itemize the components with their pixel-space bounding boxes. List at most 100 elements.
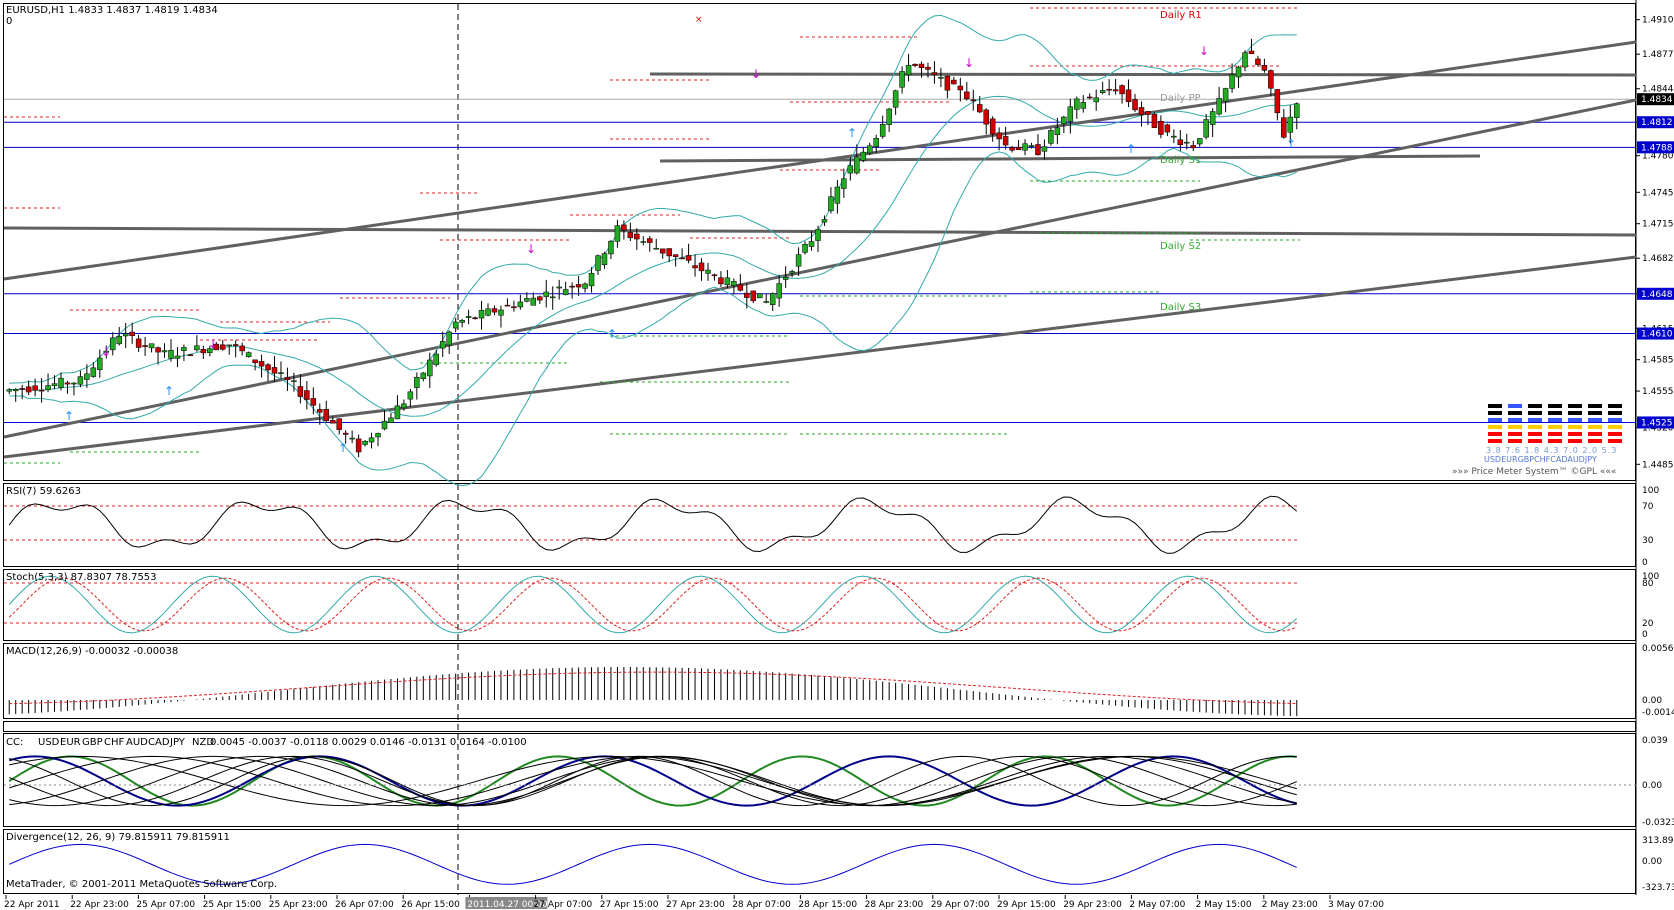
candle-body [834, 186, 841, 204]
candle-body [161, 350, 168, 353]
rsi-pane-frame[interactable] [3, 483, 1636, 567]
candle-body [879, 124, 886, 137]
candle-body [556, 286, 562, 289]
candle-body [38, 389, 45, 392]
candle-body [815, 229, 821, 241]
price-label-bg [1637, 93, 1674, 106]
pane-tick-label: 0.00565 [1642, 644, 1674, 654]
price-meter-bar [1488, 404, 1502, 408]
candle-body [213, 343, 220, 351]
stoch-pane-frame[interactable] [3, 569, 1636, 641]
candle-body [1119, 85, 1125, 95]
candle-body [258, 361, 265, 367]
candle-body [504, 304, 511, 307]
fractal-arrows: ↑ ↑ ↑ ↑ ↑ ↑ ↑ ↓ ↓ ↓ ↓ ↓ ↓ × [64, 15, 1296, 455]
price-meter-bar [1588, 411, 1602, 415]
middle-band [9, 95, 1297, 417]
price-meter-bar [1508, 432, 1522, 436]
fractal-up-arrow: ↑ [847, 126, 857, 140]
pane-frames [3, 0, 1637, 895]
price-meter-bar [1508, 425, 1522, 429]
candle-body [731, 281, 737, 286]
candle-body [1216, 98, 1222, 115]
price-meter-bar [1488, 418, 1502, 422]
candle-body [976, 104, 983, 113]
pane-tick-label: -0.00143 [1642, 708, 1674, 718]
candle-body [1190, 145, 1196, 149]
candle-body [465, 316, 472, 318]
candle-body [187, 354, 194, 357]
candle-body [659, 248, 666, 254]
candle-body [847, 165, 854, 174]
time-tick-label: 27 Apr 15:00 [600, 900, 659, 910]
pivot-label: Daily R1 [1160, 10, 1202, 21]
candle-body [1002, 136, 1009, 146]
candle-body [951, 79, 957, 85]
candle-body [381, 420, 388, 430]
pane-tick-label: -323.735 [1642, 883, 1674, 893]
candle-body [517, 301, 524, 308]
time-tick-label: 29 Apr 23:00 [1063, 900, 1122, 910]
price-meter-bar [1568, 404, 1582, 408]
price-meter-bar [1508, 411, 1522, 415]
candle-body [1061, 116, 1067, 125]
candle-body [841, 178, 847, 189]
candle-body [672, 254, 679, 257]
candle-body [705, 269, 711, 274]
time-tick-label: 28 Apr 07:00 [732, 900, 791, 910]
price-label-bg [1637, 287, 1674, 300]
candle-body [679, 257, 685, 260]
time-tick-label: 29 Apr 07:00 [931, 900, 990, 910]
candle-body [685, 255, 692, 261]
candle-body [375, 433, 381, 438]
candle-body [420, 372, 427, 380]
axes-labels: 1.4910 1.4877 1.4844 1.4812 1.4780 1.4745 1.47… [4, 10, 1674, 910]
candle-body [459, 320, 465, 323]
candle-body [957, 85, 964, 91]
cc-currency-label: CAD [148, 737, 170, 748]
candle-body [271, 367, 278, 374]
candle-body [1015, 147, 1022, 150]
time-tick-label: 25 Apr 15:00 [203, 900, 262, 910]
candle-body [860, 151, 867, 161]
pivot-label: Daily S3 [1160, 302, 1201, 313]
candle-body [1177, 139, 1184, 145]
macd-pane-frame[interactable] [3, 643, 1636, 719]
candle-body [750, 290, 757, 302]
indicator-lines [4, 495, 1636, 885]
candle-body [239, 345, 245, 352]
time-tick-label: 26 Apr 07:00 [335, 900, 394, 910]
time-tick-label: 2 May 07:00 [1129, 900, 1185, 910]
candle-body [530, 297, 537, 306]
candle-body [724, 277, 731, 286]
candle-body [491, 308, 498, 313]
pane-tick-label: 0.00 [1642, 696, 1662, 706]
trend-line [659, 154, 1481, 163]
stoch-signal-line [8, 577, 1297, 632]
trend-line [649, 72, 1637, 77]
candle-body [964, 91, 970, 100]
price-meter-bar [1608, 432, 1622, 436]
pane-tick-label: 100 [1642, 572, 1659, 582]
y-tick-label: 1.4844 [1642, 85, 1674, 95]
candle-body [970, 99, 977, 102]
candle-body [168, 350, 174, 359]
time-tick-label: 22 Apr 2011 [4, 900, 60, 910]
y-tick-label: 1.4715 [1642, 220, 1674, 230]
price-meter-bar [1548, 411, 1562, 415]
macd-title: MACD(12,26,9) -0.00032 -0.00038 [6, 646, 178, 657]
price-meter-bar [1588, 425, 1602, 429]
candle-body [595, 255, 601, 271]
y-tick-label: 1.4485 [1642, 460, 1674, 470]
candle-body [349, 437, 355, 440]
price-meter-bar [1488, 411, 1502, 415]
price-label: 1.4812 [1641, 118, 1673, 128]
pane-tick-label: 70 [1642, 502, 1654, 512]
candle-body [90, 367, 97, 377]
cc-currency-label: GBP [82, 737, 103, 748]
candle-body [414, 376, 420, 388]
pane-tick-label: 313.897 [1642, 836, 1674, 846]
candle-body [245, 352, 252, 358]
candle-body [498, 309, 504, 316]
